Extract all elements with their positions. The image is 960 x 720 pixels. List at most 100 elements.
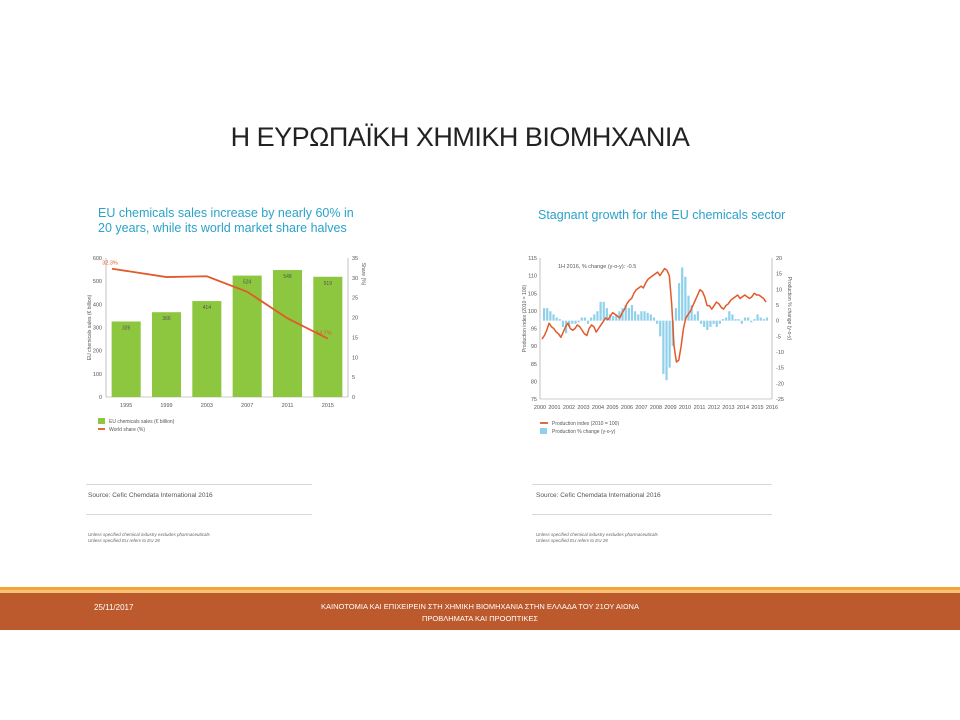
right-change-bar	[571, 320, 574, 324]
right-x-tick-label: 2003	[577, 405, 589, 411]
left-bar-value-label: 524	[243, 280, 252, 286]
right-change-bar	[627, 308, 630, 321]
right-change-bar	[728, 311, 731, 321]
left-note-1: Unless specified chemical industry exclu…	[88, 532, 210, 537]
right-legend-index-label: Production index (2010 = 100)	[552, 421, 619, 427]
right-y2-axis-label: Production % change (y-o-y)	[786, 277, 792, 341]
right-y2-tick-label: 10	[776, 287, 782, 293]
left-y-axis-label: EU chemicals sales (€ billion)	[87, 295, 93, 361]
left-bar-value-label: 366	[162, 316, 171, 322]
right-change-bar	[662, 320, 665, 374]
right-x-tick-label: 2005	[606, 405, 618, 411]
right-change-bar	[699, 320, 703, 324]
left-y2-tick-label: 20	[352, 316, 358, 322]
right-y2-tick-label: -20	[776, 381, 784, 387]
right-change-bar	[721, 319, 725, 321]
right-x-tick-label: 2000	[534, 405, 546, 411]
left-chart-title-line1: EU chemicals sales increase by nearly 60…	[98, 206, 354, 220]
left-share-point-label: 14.7%	[316, 331, 332, 337]
left-source: Source: Cefic Chemdata International 201…	[88, 492, 213, 499]
right-change-bar	[558, 319, 561, 321]
left-legend-sales-swatch	[98, 418, 105, 424]
right-x-tick-label: 2011	[694, 405, 706, 411]
right-change-bar	[668, 320, 671, 368]
left-y2-tick-label: 10	[352, 355, 358, 361]
right-notes: Unless specified chemical industry exclu…	[536, 532, 658, 544]
left-bar	[192, 301, 222, 397]
right-x-tick-label: 2001	[548, 405, 560, 411]
left-share-line	[111, 267, 329, 340]
left-bar-value-label: 548	[283, 274, 292, 280]
right-x-tick-label: 2016	[766, 405, 778, 411]
left-y-tick-label: 600	[93, 256, 102, 262]
left-note-2: Unless specified EU refers to EU 28	[88, 538, 160, 543]
right-change-bar	[665, 320, 668, 381]
right-note-1: Unless specified chemical industry exclu…	[536, 532, 658, 537]
right-x-tick-label: 2014	[737, 405, 749, 411]
right-change-bar	[630, 305, 634, 321]
left-bar-value-label: 519	[324, 281, 333, 287]
right-chart-annotation: 1H 2016, % change (y-o-y): -0.5	[558, 264, 636, 270]
left-bar-value-label: 414	[203, 305, 212, 311]
right-y-tick-label: 115	[528, 256, 537, 262]
right-change-bar	[605, 308, 608, 321]
right-change-bar	[612, 315, 615, 321]
left-y-tick-label: 500	[93, 279, 102, 285]
right-change-bar	[718, 320, 721, 324]
right-y-tick-label: 105	[528, 291, 537, 297]
right-change-bar	[715, 320, 718, 327]
right-change-bar	[568, 320, 571, 327]
right-change-bar	[734, 319, 737, 321]
right-change-bar	[640, 311, 643, 321]
right-x-tick-label: 2006	[621, 405, 633, 411]
right-divider	[532, 484, 772, 485]
right-change-bar	[593, 314, 596, 321]
left-y2-axis-label: Share (%)	[360, 263, 366, 286]
right-note-2: Unless specified EU refers to EU 28	[536, 538, 608, 543]
right-x-tick-label: 2010	[679, 405, 691, 411]
right-x-tick-label: 2009	[664, 405, 676, 411]
right-y-tick-label: 100	[528, 309, 537, 315]
right-change-bar	[677, 283, 681, 321]
right-change-bar	[681, 267, 684, 321]
left-y-tick-label: 200	[93, 349, 102, 355]
left-y2-tick-label: 30	[352, 276, 358, 282]
right-change-bar	[740, 320, 743, 324]
right-source: Source: Cefic Chemdata International 201…	[536, 492, 661, 499]
right-change-bar	[624, 305, 627, 321]
left-chart-title-line2: 20 years, while its world market share h…	[98, 221, 347, 235]
left-bar	[313, 276, 343, 397]
right-x-tick-label: 2004	[592, 405, 604, 411]
footer-date: 25/11/2017	[94, 603, 134, 612]
right-change-bar	[674, 308, 678, 321]
right-change-bar	[586, 320, 590, 324]
right-y2-tick-label: -25	[776, 397, 784, 403]
right-y-tick-label: 90	[531, 344, 537, 350]
footer-bar: 25/11/2017 ΚΑΙΝΟΤΟΜΙΑ ΚΑΙ ΕΠΙΧΕΙΡΕΙΝ ΣΤΗ…	[0, 593, 960, 630]
left-bar-value-label: 326	[122, 325, 131, 331]
right-y2-tick-label: 15	[776, 272, 782, 278]
right-x-tick-label: 2012	[708, 405, 720, 411]
right-change-bar	[577, 320, 580, 323]
left-bar	[151, 312, 182, 397]
right-change-bar	[621, 308, 624, 321]
left-y2-tick-label: 25	[352, 296, 358, 302]
right-y-tick-label: 85	[531, 362, 537, 368]
right-y2-tick-label: -15	[776, 366, 784, 372]
left-notes: Unless specified chemical industry exclu…	[88, 532, 210, 544]
right-y2-tick-label: -10	[776, 350, 784, 356]
right-change-bar	[590, 317, 593, 321]
right-change-bar	[602, 301, 605, 321]
right-legend-change-swatch	[540, 428, 547, 434]
right-change-bar	[750, 320, 753, 323]
left-chart-svg: 0 100 200 300 400 500 600 0 5 10 15 20 25 30 35 EU chem…	[87, 256, 366, 433]
right-change-bar	[693, 314, 696, 321]
left-y2-tick-label: 0	[352, 395, 355, 401]
right-change-bar	[762, 319, 765, 321]
slide-title: Η ΕΥΡΩΠΑΪΚΗ ΧΗΜΙΚΗ ΒΙΟΜΗΧΑΝΙΑ	[230, 122, 690, 152]
right-change-bar	[759, 317, 762, 321]
left-divider	[86, 484, 312, 485]
right-legend-change-label: Production % change (y-o-y)	[552, 429, 616, 435]
left-bar	[232, 275, 262, 397]
left-y-tick-label: 400	[93, 302, 102, 308]
